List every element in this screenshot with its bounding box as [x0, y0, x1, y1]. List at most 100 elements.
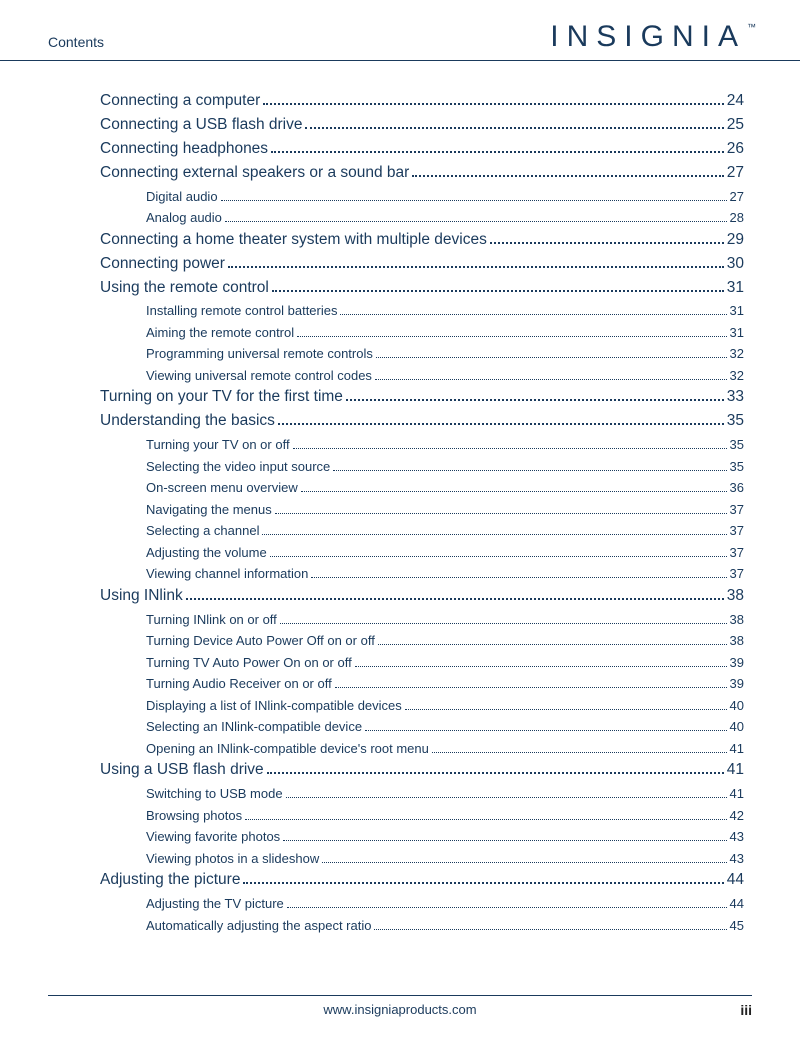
- toc-title: Programming universal remote controls: [146, 344, 373, 364]
- toc-title: Digital audio: [146, 187, 218, 207]
- toc-leader-dots: [243, 873, 723, 884]
- toc-page-number: 35: [730, 457, 744, 477]
- toc-page-number: 43: [730, 827, 744, 847]
- toc-entry: Connecting a home theater system with mu…: [100, 230, 744, 251]
- toc-entry: Turning Audio Receiver on or off39: [100, 674, 744, 694]
- toc-entry: Connecting a computer24: [100, 91, 744, 112]
- toc-leader-dots: [412, 166, 723, 177]
- toc-entry: Turning on your TV for the first time33: [100, 387, 744, 408]
- toc-entry: Connecting a USB flash drive25: [100, 115, 744, 136]
- toc-page-number: 37: [730, 543, 744, 563]
- toc-entry: Understanding the basics 35: [100, 411, 744, 432]
- toc-leader-dots: [286, 789, 727, 798]
- toc-leader-dots: [283, 832, 726, 841]
- toc-title: Viewing channel information: [146, 564, 308, 584]
- toc-leader-dots: [375, 371, 727, 380]
- toc-page-number: 38: [730, 610, 744, 630]
- toc-leader-dots: [272, 281, 724, 292]
- toc-leader-dots: [340, 306, 726, 315]
- toc-page-number: 27: [727, 163, 744, 184]
- toc-title: Navigating the menus: [146, 500, 272, 520]
- toc-title: Displaying a list of INlink-compatible d…: [146, 696, 402, 716]
- footer-url: www.insigniaproducts.com: [323, 1002, 476, 1017]
- toc-title: Connecting a computer: [100, 91, 260, 112]
- toc-entry: Navigating the menus 37: [100, 500, 744, 520]
- page-footer: www.insigniaproducts.com iii: [48, 995, 752, 1017]
- toc-leader-dots: [263, 94, 723, 105]
- toc-page-number: 31: [730, 301, 744, 321]
- brand-logo: INSIGNIA: [550, 20, 752, 54]
- toc-leader-dots: [322, 854, 726, 863]
- toc-leader-dots: [405, 701, 727, 710]
- toc-page-number: 28: [730, 208, 744, 228]
- toc-page-number: 37: [730, 521, 744, 541]
- toc-leader-dots: [275, 505, 727, 514]
- toc-page-number: 25: [727, 115, 744, 136]
- toc-page-number: 36: [730, 478, 744, 498]
- toc-entry: Using a USB flash drive41: [100, 760, 744, 781]
- toc-page-number: 43: [730, 849, 744, 869]
- toc-page-number: 41: [730, 739, 744, 759]
- toc-leader-dots: [378, 636, 727, 645]
- toc-leader-dots: [355, 658, 727, 667]
- toc-entry: Displaying a list of INlink-compatible d…: [100, 696, 744, 716]
- toc-leader-dots: [225, 213, 727, 222]
- toc-title: Automatically adjusting the aspect ratio: [146, 916, 371, 936]
- toc-leader-dots: [490, 233, 724, 244]
- toc-title: Turning TV Auto Power On on or off: [146, 653, 352, 673]
- toc-page-number: 35: [730, 435, 744, 455]
- toc-leader-dots: [376, 349, 727, 358]
- toc-page-number: 39: [730, 653, 744, 673]
- toc-page-number: 39: [730, 674, 744, 694]
- page-number: iii: [740, 1002, 752, 1018]
- toc-page-number: 40: [730, 696, 744, 716]
- toc-entry: Selecting the video input source 35: [100, 457, 744, 477]
- toc-entry: Turning your TV on or off35: [100, 435, 744, 455]
- toc-title: Switching to USB mode: [146, 784, 283, 804]
- toc-title: Adjusting the TV picture: [146, 894, 284, 914]
- table-of-contents: Connecting a computer24 Connecting a USB …: [0, 61, 800, 935]
- toc-entry: Using the remote control31: [100, 278, 744, 299]
- toc-page-number: 41: [727, 760, 744, 781]
- toc-page-number: 35: [727, 411, 744, 432]
- toc-entry: Turning INlink on or off38: [100, 610, 744, 630]
- toc-entry: Connecting external speakers or a sound …: [100, 163, 744, 184]
- toc-leader-dots: [293, 440, 727, 449]
- toc-page-number: 29: [727, 230, 744, 251]
- toc-page-number: 37: [730, 564, 744, 584]
- toc-page-number: 30: [727, 254, 744, 275]
- toc-leader-dots: [346, 391, 724, 402]
- toc-entry: Turning TV Auto Power On on or off 39: [100, 653, 744, 673]
- toc-title: Viewing universal remote control codes: [146, 366, 372, 386]
- toc-title: Connecting power: [100, 254, 225, 275]
- toc-page-number: 38: [727, 586, 744, 607]
- toc-entry: Aiming the remote control31: [100, 323, 744, 343]
- toc-page-number: 41: [730, 784, 744, 804]
- toc-entry: Viewing universal remote control codes 32: [100, 366, 744, 386]
- toc-entry: Opening an INlink-compatible device's ro…: [100, 739, 744, 759]
- toc-title: Browsing photos: [146, 806, 242, 826]
- toc-leader-dots: [228, 257, 724, 268]
- toc-title: Opening an INlink-compatible device's ro…: [146, 739, 429, 759]
- toc-page-number: 31: [730, 323, 744, 343]
- toc-title: Viewing photos in a slideshow: [146, 849, 319, 869]
- toc-page-number: 37: [730, 500, 744, 520]
- toc-title: Using INlink: [100, 586, 183, 607]
- toc-page-number: 32: [730, 344, 744, 364]
- toc-page-number: 31: [727, 278, 744, 299]
- toc-entry: Browsing photos42: [100, 806, 744, 826]
- toc-entry: Connecting headphones26: [100, 139, 744, 160]
- toc-title: Understanding the basics: [100, 411, 275, 432]
- toc-page-number: 44: [727, 870, 744, 891]
- toc-title: Viewing favorite photos: [146, 827, 280, 847]
- toc-entry: Automatically adjusting the aspect ratio…: [100, 916, 744, 936]
- toc-title: Analog audio: [146, 208, 222, 228]
- toc-leader-dots: [333, 462, 726, 471]
- toc-leader-dots: [186, 589, 724, 600]
- toc-title: Selecting the video input source: [146, 457, 330, 477]
- toc-page-number: 32: [730, 366, 744, 386]
- toc-title: Adjusting the volume: [146, 543, 267, 563]
- toc-title: Turning Device Auto Power Off on or off: [146, 631, 375, 651]
- toc-entry: Selecting an INlink-compatible device40: [100, 717, 744, 737]
- toc-leader-dots: [311, 569, 726, 578]
